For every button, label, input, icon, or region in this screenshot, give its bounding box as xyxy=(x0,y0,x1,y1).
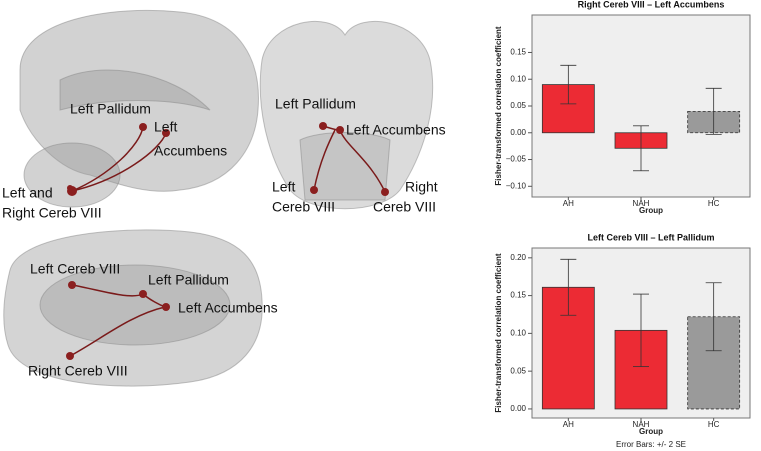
brain-label: Accumbens xyxy=(154,143,227,159)
x-tick-label: NAH xyxy=(633,199,650,208)
x-tick-label: AH xyxy=(563,199,574,208)
y-tick-label: 0.10 xyxy=(510,74,526,83)
error-bar xyxy=(560,64,577,105)
coronal-brain xyxy=(259,20,434,210)
axial-brain xyxy=(3,229,263,387)
x-axis-label: Group xyxy=(639,206,663,215)
y-tick-label: 0.15 xyxy=(510,48,526,57)
error-bar xyxy=(705,87,722,135)
sagittal-brain xyxy=(19,9,259,208)
chart-title: Right Cereb VIII – Left Accumbens xyxy=(578,0,725,9)
brain-label: Right Cereb VIII xyxy=(2,205,102,221)
x-tick-label: AH xyxy=(563,420,574,429)
y-tick-label: 0.05 xyxy=(510,366,526,375)
brain-label: Cereb VIII xyxy=(373,199,436,215)
y-tick-label: 0.15 xyxy=(510,291,526,300)
y-tick-label: 0.05 xyxy=(510,101,526,110)
error-bar xyxy=(633,125,649,172)
y-tick-label: 0.00 xyxy=(510,404,526,413)
y-tick-label: 0.00 xyxy=(510,128,526,137)
brain-label: Left Cereb VIII xyxy=(30,261,120,277)
brain-label: Left Pallidum xyxy=(70,101,151,117)
brain-label: Left xyxy=(272,179,295,195)
y-tick-label: −0.10 xyxy=(506,181,527,190)
chart-title: Left Cereb VIII – Left Pallidum xyxy=(587,232,714,242)
region-dots xyxy=(66,122,389,360)
brain-label: Left Accumbens xyxy=(346,122,446,138)
y-tick-label: 0.10 xyxy=(510,328,526,337)
footnote: Error Bars: +/- 2 SE xyxy=(616,440,686,449)
brain-label: Left and xyxy=(2,185,53,201)
brain-label: Left Accumbens xyxy=(178,300,278,316)
error-bar xyxy=(560,258,577,316)
brain-label: Cereb VIII xyxy=(272,199,335,215)
y-axis-label: Fisher-transformed correlation coefficie… xyxy=(494,253,503,412)
y-tick-label: 0.20 xyxy=(510,253,526,262)
brain-label: Right Cereb VIII xyxy=(28,363,128,379)
y-axis-label: Fisher-transformed correlation coefficie… xyxy=(494,26,503,185)
x-axis-label: Group xyxy=(639,427,663,436)
x-tick-label: HC xyxy=(708,199,720,208)
x-tick-label: HC xyxy=(708,420,720,429)
error-bar xyxy=(633,293,649,368)
x-tick-label: NAH xyxy=(633,420,650,429)
brain-label: Left Pallidum xyxy=(148,272,229,288)
y-tick-label: −0.05 xyxy=(506,155,527,164)
brain-label: Left Pallidum xyxy=(275,96,356,112)
brain-label: Left xyxy=(154,119,177,135)
brain-label: Right xyxy=(405,179,438,195)
error-bar xyxy=(705,282,722,352)
